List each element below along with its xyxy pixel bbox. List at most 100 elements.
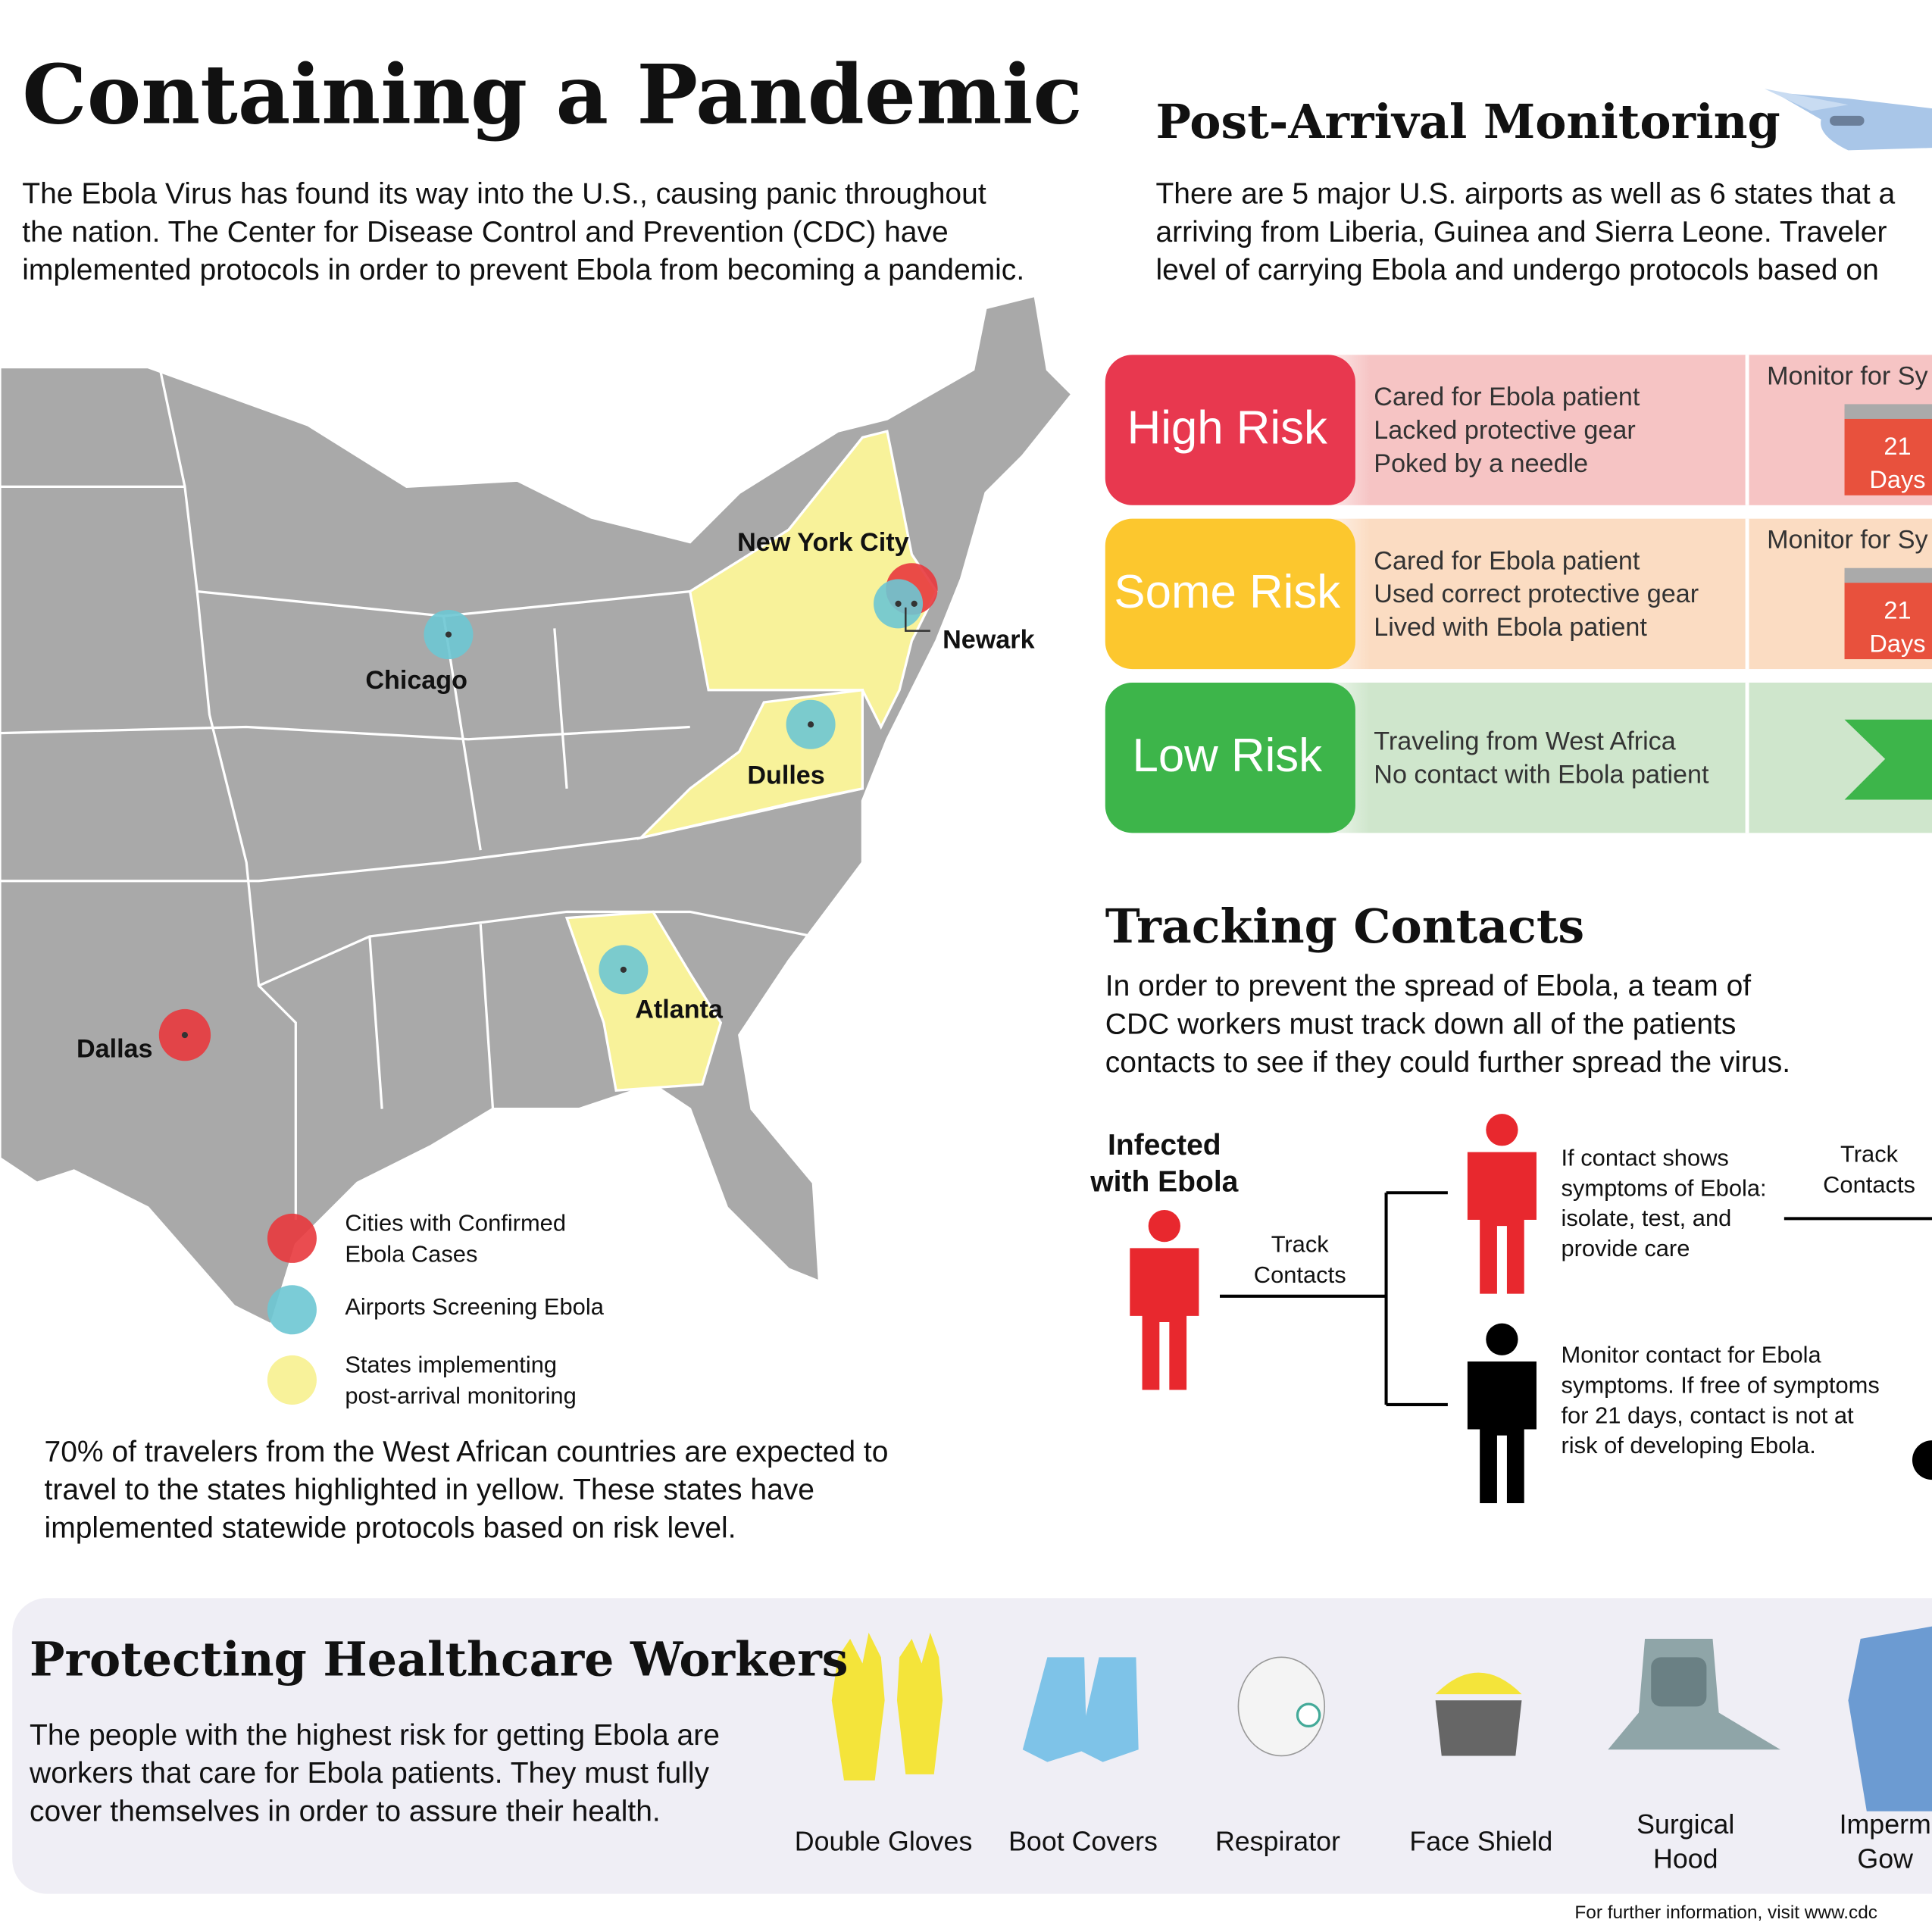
legend-label: Airports Screening Ebola [345,1293,604,1320]
risk-row-bg [1305,355,1932,505]
risk-action: Monitor for Sy [1767,526,1928,555]
intro-line: The Ebola Virus has found its way into t… [22,177,986,210]
risk-row-bg [1305,682,1932,833]
risk-criterion: Used correct protective gear [1374,580,1699,608]
next-figure [1912,1440,1932,1480]
risk-criterion: Cared for Ebola patient [1374,546,1640,575]
body [1467,1361,1537,1504]
us-map-part [0,294,1074,1327]
us-map-part [181,600,918,1039]
section-title: Tracking Contacts [1105,899,1584,954]
map-note: travel to the states highlighted in yell… [45,1474,814,1506]
us-map-part [267,1355,317,1405]
risk-level: High Risk [1127,402,1327,454]
us-map-part [267,1285,317,1335]
ppe-icons-part [1296,1702,1321,1728]
ppe-icons-part [1237,1656,1326,1757]
us-map-part [905,607,930,632]
city-label: New York City [737,528,908,557]
us-map-part-part [158,369,297,1221]
track-label: Contacts [1254,1261,1346,1288]
risk-table [1105,355,1932,833]
ppe-label: Respirator [1215,1827,1340,1857]
risk-action: Monitor for Sy [1767,361,1928,390]
protection-intro: workers that care for Ebola patients. Th… [29,1757,710,1790]
intro-line: the nation. The Center for Disease Contr… [22,216,948,249]
risk-criterion: Cared for Ebola patient [1374,383,1640,411]
us-map-part [267,1213,317,1263]
ppe-icons-part [831,1632,885,1780]
legend-label: States implementing [345,1352,557,1378]
section-title: Post-Arrival Monitoring [1155,94,1780,149]
calendar-unit: Days [1869,630,1925,657]
body [1467,1152,1537,1294]
ppe-label: Boot Covers [1008,1827,1158,1857]
legend-label: post-arrival monitoring [345,1382,576,1408]
us-map-part-part [258,910,814,987]
texts: Containing a Pandemic The Ebola Virus has… [22,48,1931,1923]
ppe-icons-part [896,1632,943,1774]
legend-label: Ebola Cases [345,1240,477,1267]
monitor-text: Monitor contact for Ebola [1561,1342,1821,1368]
ppe-icons-part [1651,1657,1707,1707]
contact-lines [1220,1191,1932,1406]
ppe-label: Gow [1857,1843,1913,1874]
us-map [0,294,1074,1405]
risk-row-bg [1305,518,1932,670]
track-label: Track [1840,1141,1899,1168]
tracking-intro: In order to prevent the spread of Ebola,… [1105,970,1752,1002]
us-map-part-part [911,600,918,607]
risk-criterion: Poked by a needle [1374,449,1588,478]
us-map-part-part [808,721,814,728]
track-label: Track [1271,1230,1330,1257]
city-label: Newark [943,625,1035,654]
monitoring-intro: arriving from Liberia, Guinea and Sierra… [1155,216,1887,249]
page-title: Containing a Pandemic [22,48,1083,143]
us-map-part-part [445,631,452,638]
tracking-intro: contacts to see if they could further sp… [1105,1046,1790,1079]
calendar-days: 21 [1884,433,1911,460]
risk-pill [1105,682,1355,833]
risk-pill [1105,355,1355,505]
symptoms-text: symptoms of Ebola: [1561,1174,1766,1201]
city-label: Atlanta [635,995,724,1024]
calendar-top [1844,567,1932,583]
us-map-part [0,369,863,1221]
ppe-icons-part [1022,1657,1087,1762]
ppe-icons-part [1435,1672,1522,1695]
risk-criterion: Lacked protective gear [1374,416,1635,445]
ppe-label: Surgical [1637,1809,1734,1840]
risk-criterion: Lived with Ebola patient [1374,613,1647,642]
city-label: Dallas [77,1034,153,1063]
head [1486,1323,1518,1355]
risk-criterion: No contact with Ebola patient [1374,760,1709,789]
map-note: 70% of travelers from the West African c… [45,1436,889,1468]
head [1486,1114,1518,1146]
person-icon [1130,1210,1199,1390]
map-note: implemented statewide protocols based on… [45,1512,736,1545]
us-map-part-part [620,966,627,973]
calendar-days: 21 [1884,596,1911,624]
us-map-part-part [181,1032,189,1039]
calendar [1844,408,1932,496]
person-icon [1467,1323,1537,1504]
protection-intro: cover themselves in order to assure thei… [30,1796,661,1828]
contact-lines-part [1220,1191,1932,1406]
us-map-part-part [368,615,568,1109]
tracking-intro: CDC workers must track down all of the p… [1105,1008,1737,1040]
airplane-part [1764,89,1849,111]
airplane-part [1830,115,1865,126]
figures [1130,1114,1537,1504]
airplane [1764,89,1932,151]
monitor-text: risk of developing Ebola. [1561,1432,1815,1458]
track-label: Contacts [1823,1171,1915,1198]
body [1130,1248,1199,1390]
calendar-top [1844,404,1932,419]
ppe-label: Hood [1653,1843,1718,1874]
risk-level: Some Risk [1114,566,1340,618]
us-map-part-part [895,600,902,607]
intro-line: implemented protocols in order to preven… [22,254,1024,286]
